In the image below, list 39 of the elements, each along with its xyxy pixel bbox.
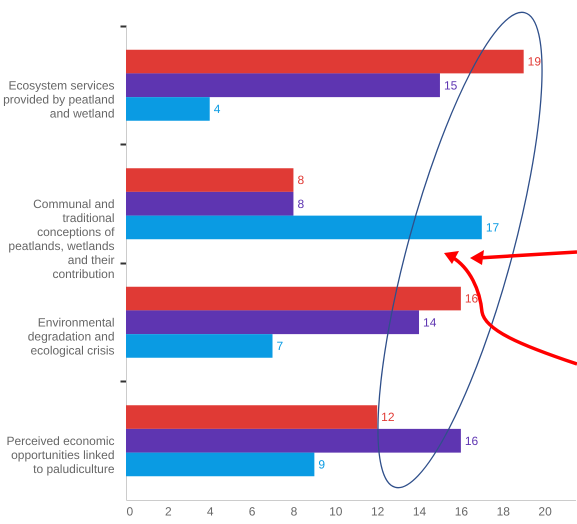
- data-label: 19: [528, 54, 542, 69]
- data-label: 9: [318, 457, 326, 472]
- x-tick-label: 2: [165, 504, 172, 518]
- data-label: 16: [464, 434, 479, 448]
- data-label: 17: [486, 220, 500, 234]
- bar: [126, 310, 420, 334]
- data-label: 7: [276, 338, 284, 353]
- bar: [126, 50, 524, 74]
- bar: [126, 405, 378, 429]
- bar: [126, 97, 210, 121]
- bar: [126, 168, 294, 192]
- y-tick-label: Perceived economic opportunities linked to paludiculture: [6, 434, 115, 476]
- bar: [126, 286, 461, 310]
- data-label: 8: [297, 173, 304, 188]
- bar: [126, 192, 294, 216]
- y-tick-label: Communal and traditional conceptions of peatlands, wetlands and their contribution: [8, 196, 116, 281]
- bar: [126, 216, 482, 240]
- x-tick-label: 6: [248, 504, 256, 518]
- data-label: 14: [423, 315, 437, 330]
- x-tick-label: 8: [290, 504, 298, 518]
- x-tick-label: 0: [126, 504, 134, 518]
- data-label: 8: [297, 196, 304, 211]
- data-label: 12: [381, 410, 395, 424]
- x-tick-label: 10: [329, 504, 343, 518]
- data-label: 15: [444, 78, 458, 92]
- data-label: 4: [214, 102, 221, 116]
- x-tick-label: 16: [454, 504, 468, 518]
- bar: [126, 73, 440, 98]
- x-tick-label: 4: [206, 504, 214, 518]
- y-tick-label: Ecosystem services provided by peatland and wetland: [3, 78, 114, 120]
- x-tick-label: 12: [370, 504, 385, 518]
- bar: [126, 452, 314, 476]
- x-tick-label: 18: [496, 504, 510, 518]
- x-tick-label: 20: [538, 504, 552, 518]
- bar: [126, 334, 273, 358]
- data-label: 16: [464, 292, 479, 306]
- bar: [126, 428, 461, 453]
- x-tick-label: 14: [412, 504, 427, 518]
- y-tick-label: Environmental degradation and ecological crisis: [28, 315, 114, 358]
